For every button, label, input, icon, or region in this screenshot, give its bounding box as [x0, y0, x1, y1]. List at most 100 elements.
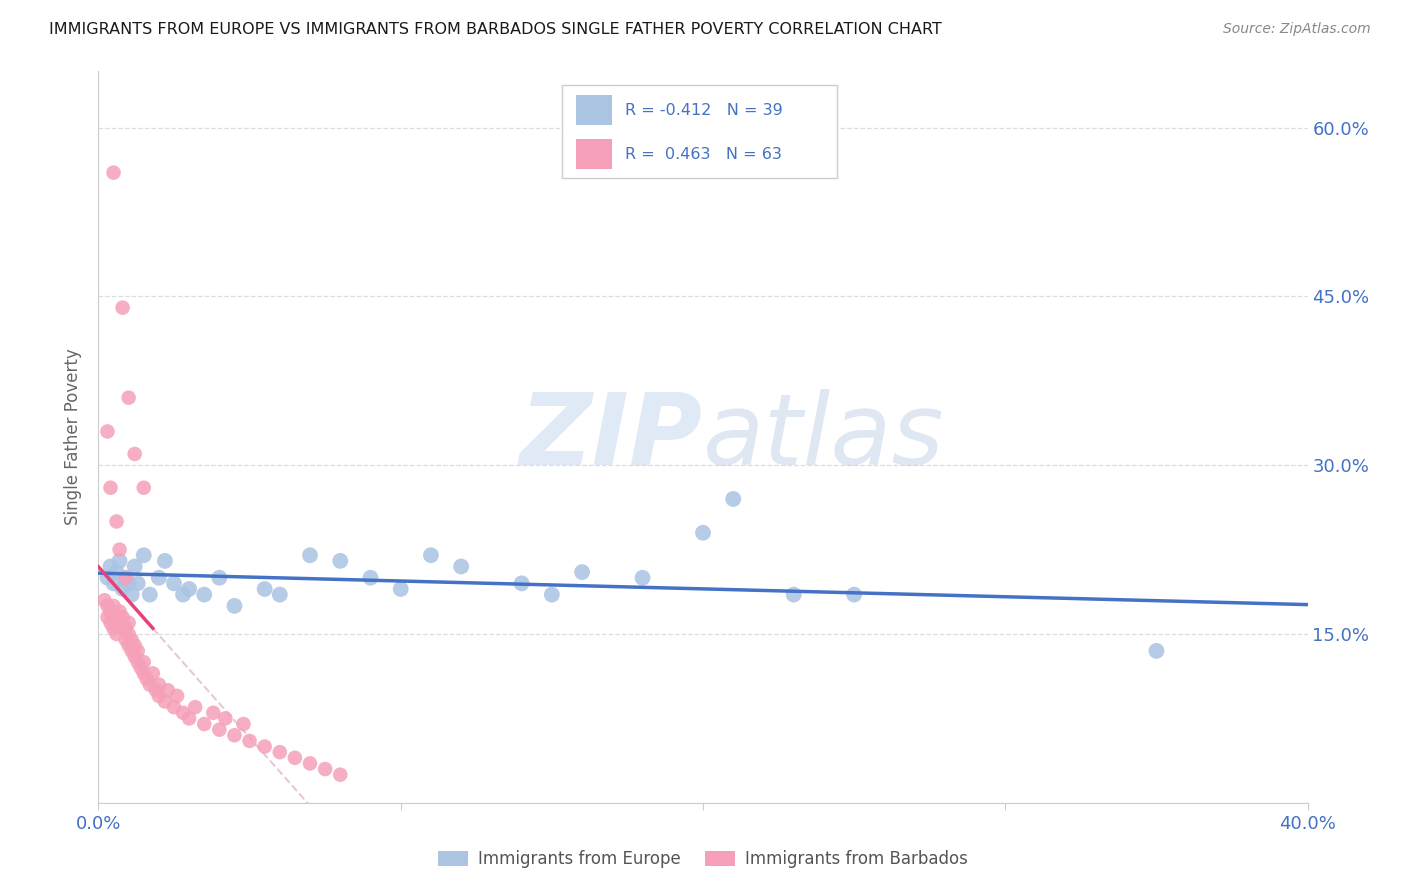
Point — [105, 515, 128, 529]
Point — [692, 525, 714, 540]
Point — [172, 588, 194, 602]
Point — [96, 610, 118, 624]
Point — [132, 481, 155, 495]
Y-axis label: Single Father Poverty: Single Father Poverty — [65, 349, 83, 525]
Point — [145, 683, 167, 698]
Point — [118, 576, 141, 591]
Text: R =  0.463   N = 63: R = 0.463 N = 63 — [626, 146, 782, 161]
Point — [100, 605, 122, 619]
Point — [105, 565, 128, 579]
Point — [103, 610, 125, 624]
Point — [299, 548, 322, 562]
FancyBboxPatch shape — [576, 95, 612, 125]
Point — [153, 554, 176, 568]
Point — [202, 706, 225, 720]
Point — [148, 689, 170, 703]
Point — [132, 548, 155, 562]
Point — [129, 661, 152, 675]
Point — [103, 576, 125, 591]
FancyBboxPatch shape — [562, 85, 837, 178]
Point — [783, 588, 806, 602]
Point — [420, 548, 443, 562]
Point — [450, 559, 472, 574]
Point — [148, 571, 170, 585]
Point — [224, 599, 246, 613]
Point — [124, 649, 146, 664]
Point — [103, 166, 125, 180]
Point — [124, 447, 146, 461]
Point — [100, 559, 122, 574]
Text: R = -0.412   N = 39: R = -0.412 N = 39 — [626, 103, 783, 118]
Point — [166, 689, 188, 703]
Text: IMMIGRANTS FROM EUROPE VS IMMIGRANTS FROM BARBADOS SINGLE FATHER POVERTY CORRELA: IMMIGRANTS FROM EUROPE VS IMMIGRANTS FRO… — [49, 22, 942, 37]
Point — [139, 678, 162, 692]
Point — [360, 571, 382, 585]
Point — [1144, 644, 1167, 658]
Text: atlas: atlas — [703, 389, 945, 485]
Point — [111, 301, 134, 315]
Point — [299, 756, 322, 771]
Point — [118, 627, 141, 641]
Point — [96, 425, 118, 439]
Point — [510, 576, 533, 591]
Point — [184, 700, 207, 714]
Point — [114, 571, 136, 585]
Text: ZIP: ZIP — [520, 389, 703, 485]
Point — [103, 599, 125, 613]
Point — [269, 588, 291, 602]
Point — [108, 605, 131, 619]
Point — [114, 621, 136, 635]
Point — [193, 588, 215, 602]
Point — [844, 588, 866, 602]
Point — [121, 644, 143, 658]
FancyBboxPatch shape — [576, 139, 612, 169]
Point — [118, 391, 141, 405]
Point — [118, 638, 141, 652]
Point — [111, 582, 134, 596]
Point — [179, 711, 201, 725]
Point — [163, 700, 186, 714]
Point — [148, 678, 170, 692]
Point — [108, 615, 131, 630]
Point — [179, 582, 201, 596]
Point — [100, 615, 122, 630]
Text: Source: ZipAtlas.com: Source: ZipAtlas.com — [1223, 22, 1371, 37]
Point — [156, 683, 179, 698]
Point — [253, 582, 276, 596]
Point — [114, 632, 136, 647]
Point — [96, 571, 118, 585]
Point — [540, 588, 562, 602]
Point — [100, 481, 122, 495]
Point — [208, 723, 231, 737]
Point — [389, 582, 412, 596]
Point — [329, 767, 352, 781]
Point — [127, 576, 149, 591]
Point — [124, 559, 146, 574]
Point — [214, 711, 236, 725]
Point — [269, 745, 291, 759]
Point — [111, 621, 134, 635]
Point — [142, 666, 165, 681]
Point — [121, 632, 143, 647]
Point — [93, 593, 115, 607]
Point — [139, 588, 162, 602]
Point — [631, 571, 654, 585]
Point — [723, 491, 745, 506]
Point — [135, 672, 157, 686]
Point — [172, 706, 194, 720]
Point — [111, 610, 134, 624]
Point — [153, 694, 176, 708]
Point — [105, 627, 128, 641]
Point — [253, 739, 276, 754]
Point — [132, 666, 155, 681]
Point — [224, 728, 246, 742]
Point — [571, 565, 593, 579]
Point — [103, 621, 125, 635]
Point — [121, 588, 143, 602]
Point — [208, 571, 231, 585]
Point — [118, 615, 141, 630]
Point — [132, 655, 155, 669]
Point — [314, 762, 336, 776]
Point — [193, 717, 215, 731]
Point — [329, 554, 352, 568]
